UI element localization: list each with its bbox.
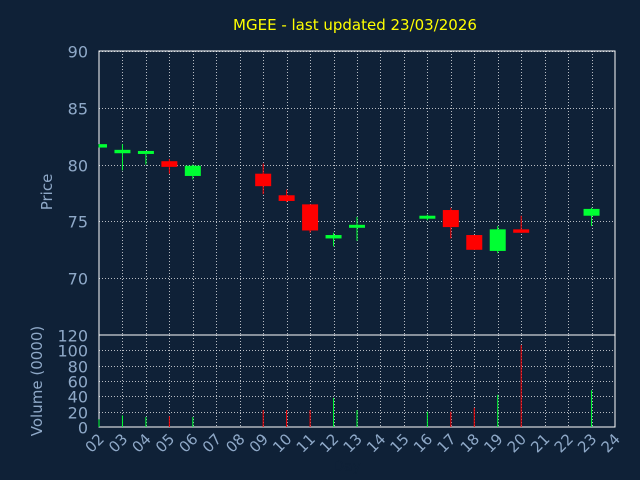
x-tick-label: 05 xyxy=(152,430,178,456)
volume-tick-label: 20 xyxy=(68,404,88,423)
candle-body xyxy=(137,150,154,154)
x-tick-label: 09 xyxy=(246,430,272,456)
candle-body xyxy=(489,229,506,251)
candle-body xyxy=(302,204,319,231)
price-tick-label: 90 xyxy=(68,43,88,62)
x-axis-label: Day xyxy=(333,459,361,475)
x-tick-label: 22 xyxy=(551,430,577,456)
candle-body xyxy=(583,208,600,216)
price-tick-label: 75 xyxy=(68,213,88,232)
x-tick-label: 20 xyxy=(504,430,530,456)
candle-body xyxy=(184,165,201,176)
x-tick-label: 16 xyxy=(410,430,436,456)
volume-tick-label: 60 xyxy=(68,373,88,392)
price-axis-ticks: 70 75 80 85 90 xyxy=(68,43,88,289)
x-tick-label: 11 xyxy=(293,430,319,456)
volume-tick-label: 0 xyxy=(78,419,88,438)
candle-body xyxy=(99,144,107,148)
candle-body xyxy=(419,215,436,219)
candlestick-series xyxy=(98,144,600,254)
price-tick-label: 80 xyxy=(68,157,88,176)
x-tick-label: 21 xyxy=(527,430,553,456)
x-tick-label: 24 xyxy=(598,430,624,456)
volume-series xyxy=(98,344,593,427)
x-tick-label: 19 xyxy=(480,430,506,456)
volume-tick-label: 40 xyxy=(68,388,88,407)
x-tick-label: 06 xyxy=(175,430,201,456)
candle-body xyxy=(161,161,178,167)
x-tick-label: 04 xyxy=(129,430,155,456)
candle-body xyxy=(513,229,530,233)
volume-tick-label: 80 xyxy=(68,358,88,377)
price-tick-label: 85 xyxy=(68,100,88,119)
candle-body xyxy=(442,210,459,228)
candle-body xyxy=(325,235,342,239)
x-tick-label: 23 xyxy=(574,430,600,456)
x-tick-label: 17 xyxy=(433,430,459,456)
volume-axis-label: Volume (0000) xyxy=(28,326,46,436)
x-tick-label: 10 xyxy=(269,430,295,456)
x-tick-label: 12 xyxy=(316,430,342,456)
candle-body xyxy=(349,224,365,228)
candle-body xyxy=(255,173,272,187)
volume-tick-label: 120 xyxy=(57,327,88,346)
x-tick-label: 15 xyxy=(387,430,413,456)
x-tick-label: 18 xyxy=(457,430,483,456)
x-tick-label: 07 xyxy=(199,430,225,456)
x-tick-label: 13 xyxy=(340,430,366,456)
chart-title: MGEE - last updated 23/03/2026 xyxy=(233,16,477,34)
price-tick-label: 70 xyxy=(68,270,88,289)
candle-body xyxy=(466,235,483,250)
x-tick-label: 08 xyxy=(222,430,248,456)
x-tick-label: 03 xyxy=(105,430,131,456)
x-axis-ticks: 0203040506070809101112131415161718192021… xyxy=(82,430,624,456)
price-axis-label: Price xyxy=(38,174,56,211)
volume-tick-label: 100 xyxy=(57,342,88,361)
candle-body xyxy=(114,149,131,154)
x-tick-label: 14 xyxy=(363,430,389,456)
candle-body xyxy=(278,195,295,201)
